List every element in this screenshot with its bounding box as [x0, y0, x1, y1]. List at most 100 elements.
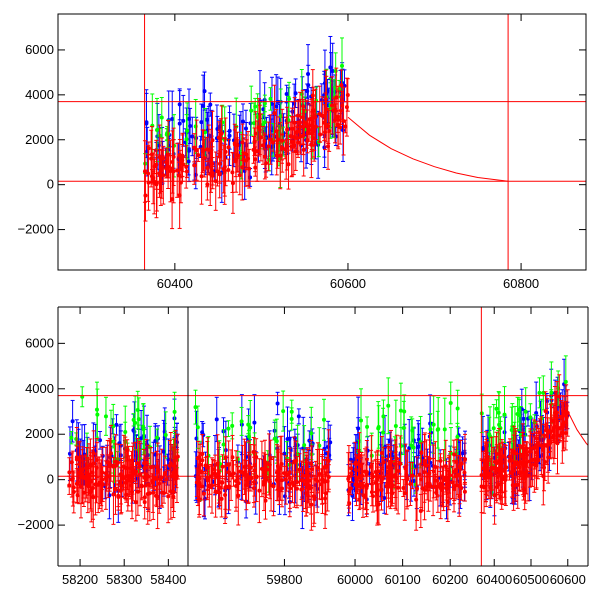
data-marker [287, 476, 292, 481]
data-point [226, 138, 231, 156]
data-marker [116, 495, 121, 500]
data-marker [202, 156, 207, 161]
data-marker [236, 481, 241, 486]
data-marker [295, 113, 300, 118]
decay-curve [347, 116, 509, 182]
data-point [267, 433, 272, 496]
data-marker [283, 147, 288, 152]
data-point [91, 446, 96, 481]
data-marker [190, 134, 195, 139]
data-marker [143, 193, 148, 198]
data-point [306, 44, 311, 104]
data-marker [215, 472, 220, 477]
data-marker [292, 101, 297, 106]
data-marker [204, 117, 209, 122]
data-marker [254, 454, 259, 459]
data-marker [168, 168, 173, 173]
data-point [281, 390, 286, 432]
data-marker [74, 455, 79, 460]
data-marker [69, 477, 74, 482]
data-point [118, 467, 123, 515]
data-marker [296, 414, 301, 419]
data-marker [442, 427, 447, 432]
data-marker [310, 93, 315, 98]
data-marker [270, 140, 275, 145]
data-marker [214, 417, 219, 422]
data-point [327, 110, 332, 152]
data-point [69, 431, 74, 445]
data-point [331, 98, 336, 123]
data-marker [170, 116, 175, 121]
data-marker [210, 483, 215, 488]
data-marker [292, 120, 297, 125]
x-tick-label: 58300 [106, 572, 142, 587]
data-marker [177, 173, 182, 178]
data-point [287, 447, 292, 509]
data-point [295, 100, 300, 132]
data-marker [323, 110, 328, 115]
data-marker [146, 171, 151, 176]
data-marker [271, 484, 276, 489]
data-point [223, 117, 228, 187]
data-marker [164, 477, 169, 482]
data-marker [159, 115, 164, 120]
data-point [266, 121, 271, 172]
data-point [224, 455, 229, 518]
data-point [111, 456, 116, 477]
data-point [285, 460, 290, 489]
data-point [280, 453, 285, 508]
data-marker [243, 158, 248, 163]
data-point [311, 86, 316, 136]
data-marker [226, 426, 231, 431]
data-point [149, 129, 154, 188]
data-point [209, 128, 214, 193]
data-point [455, 422, 460, 451]
data-marker [343, 124, 348, 129]
data-point [259, 440, 264, 498]
data-marker [281, 409, 286, 414]
data-point [192, 145, 197, 185]
data-point [236, 475, 241, 492]
data-marker [253, 165, 258, 170]
data-point [200, 434, 205, 474]
data-point [245, 475, 250, 490]
data-point [292, 97, 297, 149]
data-marker [84, 465, 89, 470]
data-point [171, 127, 176, 187]
data-point [146, 145, 151, 202]
data-point [264, 461, 269, 479]
data-point [365, 416, 370, 438]
x-tick-label: 60400 [157, 276, 193, 291]
data-marker [205, 463, 210, 468]
data-marker [144, 120, 149, 125]
data-marker [166, 494, 171, 499]
data-point [295, 456, 300, 509]
data-marker [111, 492, 116, 497]
data-marker [333, 68, 338, 73]
data-marker [411, 478, 416, 483]
data-marker [264, 161, 269, 166]
data-marker [201, 491, 206, 496]
data-point [166, 120, 171, 189]
y-tick-label: 4000 [25, 87, 54, 102]
data-point [296, 127, 301, 158]
data-marker [161, 449, 166, 454]
data-point [196, 440, 201, 475]
data-marker [320, 478, 325, 483]
data-point [226, 420, 231, 438]
data-point [172, 391, 177, 433]
data-marker [261, 107, 266, 112]
data-point [216, 121, 221, 155]
data-marker [196, 455, 201, 460]
data-marker [302, 443, 307, 448]
data-marker [339, 83, 344, 88]
data-marker [252, 420, 257, 425]
data-marker [213, 489, 218, 494]
data-marker [266, 144, 271, 149]
data-marker [226, 145, 231, 150]
data-marker [164, 166, 169, 171]
data-marker [236, 493, 241, 498]
data-point [339, 69, 344, 101]
data-marker [175, 168, 180, 173]
data-point [213, 465, 218, 518]
